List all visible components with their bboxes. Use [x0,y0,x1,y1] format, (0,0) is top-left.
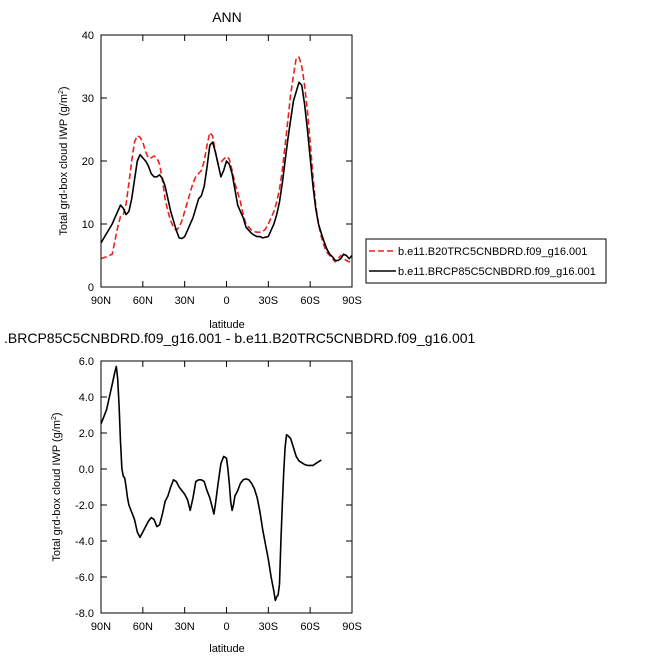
top-series-line-2 [100,81,353,262]
top-series-line-1 [100,56,353,263]
bottom-series-layer [100,365,322,602]
bottom-x-tick-label: 90N [91,621,111,633]
bottom-y-tick-label: 0.0 [79,464,94,476]
top-x-tick-label: 0 [223,295,229,307]
top-x-tick-label: 60S [300,295,320,307]
legend-label-series-2: b.e11.BRCP85C5CNBDRD.f09_g16.001 [398,266,596,278]
bottom-y-tick-label: -6.0 [75,572,94,584]
bottom-x-tick-label: 60N [133,621,153,633]
bottom-y-tick-label: -4.0 [75,536,94,548]
chart-legend: b.e11.B20TRC5CNBDRD.f09_g16.001 b.e11.BR… [365,238,607,284]
bottom-y-tick-label: -8.0 [75,608,94,620]
top-chart-title: ANN [212,9,242,25]
bottom-y-tick-label: 6.0 [79,356,94,368]
bottom-chart-title: .BRCP85C5CNBDRD.f09_g16.001 - b.e11.B20T… [4,330,476,346]
top-x-tick-label: 90S [342,295,362,307]
bottom-x-tick-label: 30N [175,621,195,633]
bottom-series-line-1 [100,365,322,602]
top-x-tick-label: 60N [133,295,153,307]
top-x-tick-label: 30N [175,295,195,307]
bottom-x-tick-label: 90S [342,621,362,633]
top-y-tick-label: 30 [82,93,94,105]
bottom-y-axis-label: Total grd-box cloud IWP (g/m2) [51,412,63,561]
top-y-tick-label: 10 [82,219,94,231]
top-y-tick-label: 20 [82,156,94,168]
legend-label-series-1: b.e11.B20TRC5CNBDRD.f09_g16.001 [398,246,587,258]
legend-box [365,238,607,284]
top-y-axis-label: Total grd-box cloud IWP (g/m2) [58,86,70,235]
top-y-tick-label: 40 [82,30,94,42]
top-chart: ANN 0 10 20 30 40 90N 60N 30N 0 30S 60S 90S latitu… [58,9,607,331]
top-y-tick-label: 0 [88,282,94,294]
bottom-chart: .BRCP85C5CNBDRD.f09_g16.001 - b.e11.B20T… [4,330,476,655]
bottom-x-tick-label: 0 [223,621,229,633]
top-x-tick-label: 90N [91,295,111,307]
bottom-x-axis-label: latitude [209,643,244,655]
bottom-x-tick-label: 60S [300,621,320,633]
top-series-layer [100,56,353,263]
top-x-axis-label: latitude [209,319,244,331]
bottom-y-tick-label: 4.0 [79,392,94,404]
bottom-y-tick-label: -2.0 [75,500,94,512]
bottom-x-tick-label: 30S [259,621,279,633]
top-x-tick-label: 30S [259,295,279,307]
bottom-plot-frame [100,360,353,614]
bottom-y-tick-label: 2.0 [79,428,94,440]
